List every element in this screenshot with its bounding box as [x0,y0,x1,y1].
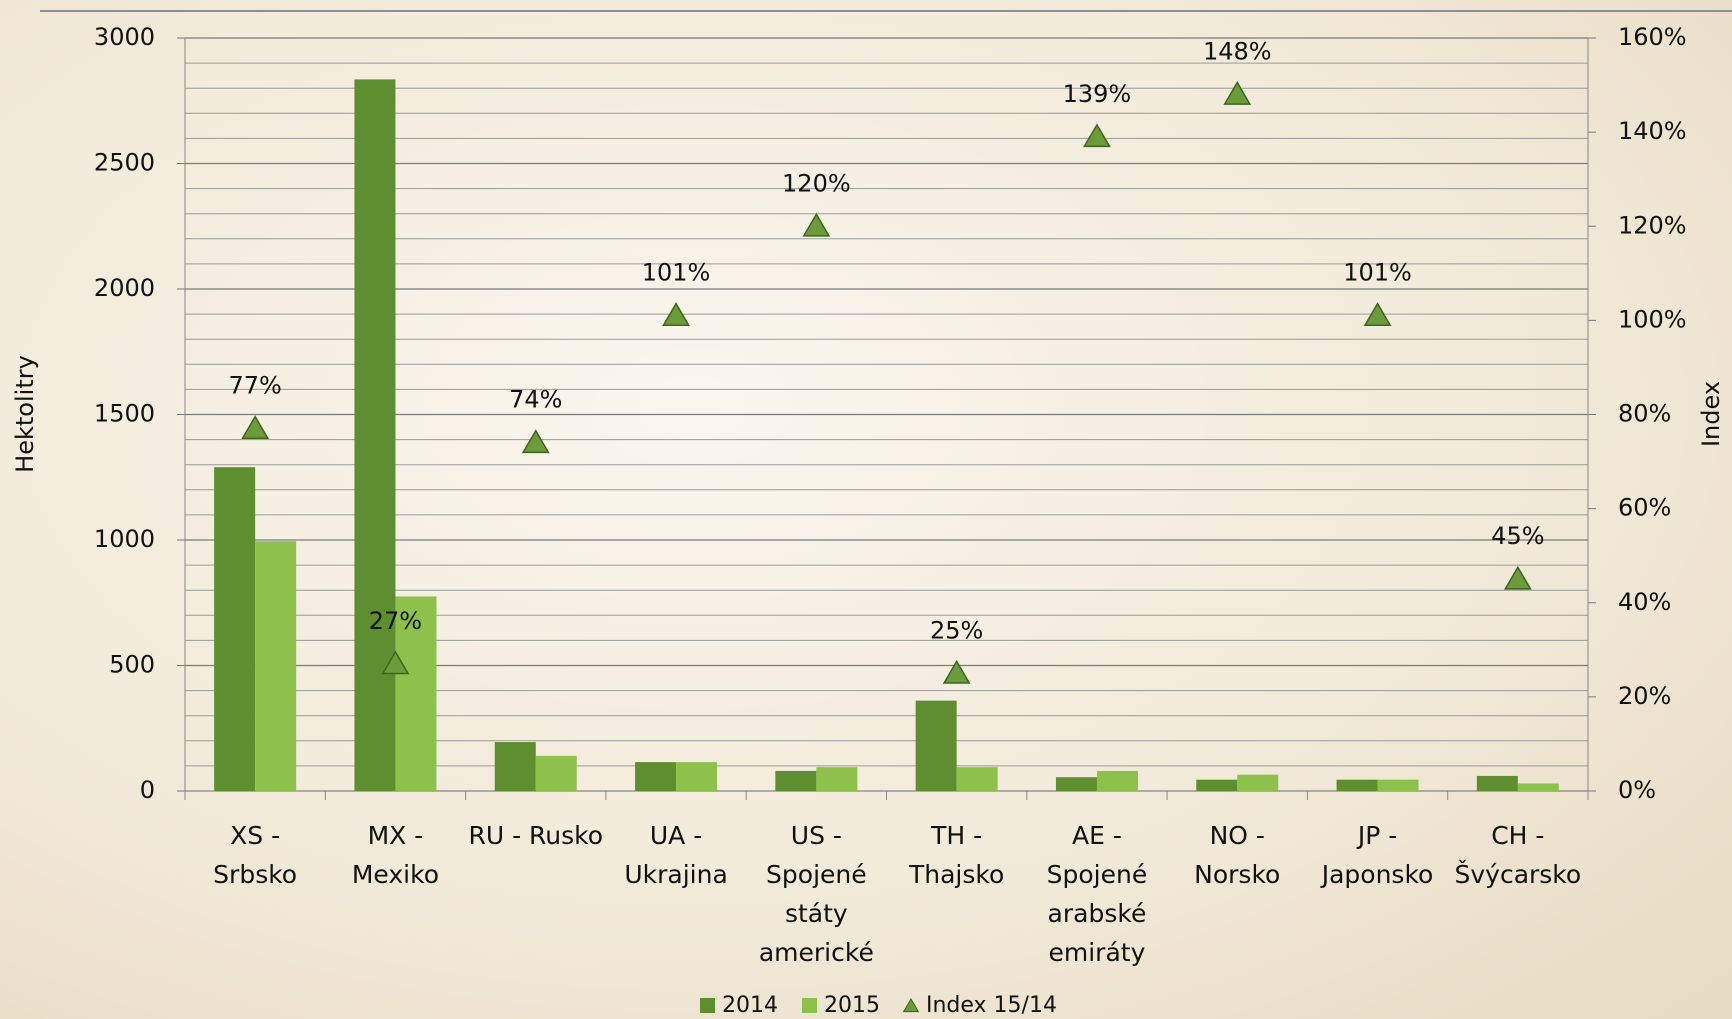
legend-marker [902,998,920,1013]
y-tick-label: 3000 [94,23,155,51]
bar [956,767,998,791]
y2-axis-title: Index [1697,381,1725,447]
y2-tick-label: 20% [1618,682,1671,710]
data-label: 27% [369,607,422,635]
y2-tick-label: 160% [1618,23,1687,51]
index-marker [521,429,550,454]
x-tick-label-line: Mexiko [351,860,439,889]
data-label: 148% [1203,37,1272,65]
data-label: 139% [1063,80,1132,108]
x-tick-label-line: Japonsko [1321,860,1434,889]
x-tick-label-line: Ukrajina [624,860,728,889]
x-tick-label-line: Spojené [1046,860,1148,889]
index-marker [1503,565,1532,590]
y-tick-label: 1500 [94,400,155,428]
x-tick-label: CH - Švýcarsko [1443,816,1593,894]
legend-swatch [700,998,715,1013]
index-marker [241,415,270,439]
x-tick-label-line: XS - [230,821,281,850]
x-tick-label-line: Spojené [766,860,867,889]
y-tick-label: 2000 [94,274,155,302]
x-tick-label-line: JP - [1357,821,1398,850]
bar [535,755,577,791]
x-tick-label: AE - Spojené arabské emiráty [1022,816,1172,972]
y-tick-label: 1000 [94,525,155,553]
x-tick-label-line: US - [790,821,842,850]
x-tick-label: TH - Thajsko [882,816,1032,894]
bar [1196,779,1238,791]
index-marker [802,212,831,237]
y2-tick-label: 0% [1618,776,1656,804]
data-label: 74% [509,386,562,414]
bar [395,596,437,791]
bar [354,79,396,792]
index-marker [1363,302,1392,327]
y2-tick-label: 100% [1618,305,1687,333]
bar [214,467,256,791]
bar [1517,783,1559,791]
bar [915,700,957,791]
bar [635,762,677,791]
y2-tick-label: 60% [1618,494,1671,522]
bar [1055,777,1097,791]
x-tick-label-line: americké [758,938,874,967]
x-tick-label-line: Thajsko [908,860,1005,889]
data-label: 25% [930,616,983,644]
x-tick-label-line: Švýcarsko [1454,860,1582,889]
data-label: 101% [1343,259,1412,287]
x-tick-label-line: MX - [367,821,424,850]
bar [1237,774,1279,791]
bar [494,742,536,791]
legend-label: Index 15/14 [926,993,1057,1018]
x-tick-label: NO - Norsko [1162,816,1312,894]
data-label: 45% [1491,522,1544,550]
x-tick-label-line: CH - [1491,821,1545,850]
legend-swatch [802,998,817,1013]
x-tick-label: XS - Srbsko [180,816,330,894]
x-tick-label: US - Spojené státy americké [741,816,891,972]
x-tick-label-line: RU - Rusko [468,821,604,850]
x-tick-label: UA - Ukrajina [601,816,751,894]
y-tick-label: 2500 [94,149,155,177]
x-tick-label: MX - Mexiko [320,816,470,894]
x-tick-label: RU - Rusko [461,816,611,855]
x-tick-label-line: Srbsko [213,860,298,889]
bar [1377,779,1419,791]
data-label: 77% [228,372,281,400]
bar [255,541,297,791]
index-marker [1223,80,1252,105]
y2-tick-label: 40% [1618,588,1671,616]
y-axis-title: Hektolitry [11,355,39,473]
x-tick-label-line: UA - [649,821,703,850]
y-tick-label: 0 [140,776,155,804]
x-tick-label-line: Norsko [1194,860,1281,889]
x-tick-label-line: emiráty [1048,938,1146,967]
x-tick-label-line: TH - [931,821,983,850]
data-label: 120% [782,169,851,197]
legend-label: 2014 [722,993,778,1018]
y2-tick-label: 80% [1618,400,1671,428]
index-marker [942,659,971,684]
legend-label: 2015 [824,993,880,1018]
x-tick-label-line: NO - [1209,821,1265,850]
bar [1336,779,1378,791]
y2-tick-label: 120% [1618,211,1687,239]
bar [816,767,858,791]
x-tick-label-line: státy [784,899,848,928]
bar [775,770,817,791]
bar [676,762,718,791]
y2-tick-label: 140% [1618,117,1687,145]
x-tick-label: JP - Japonsko [1303,816,1453,894]
bar [1476,775,1518,791]
y-tick-label: 500 [109,651,155,679]
index-marker [1083,123,1111,148]
index-marker [662,302,690,327]
data-label: 101% [642,259,711,287]
x-tick-label-line: arabské [1047,899,1147,928]
index-marker [381,650,410,675]
bar [1096,770,1138,791]
x-tick-label-line: AE - [1072,821,1122,850]
